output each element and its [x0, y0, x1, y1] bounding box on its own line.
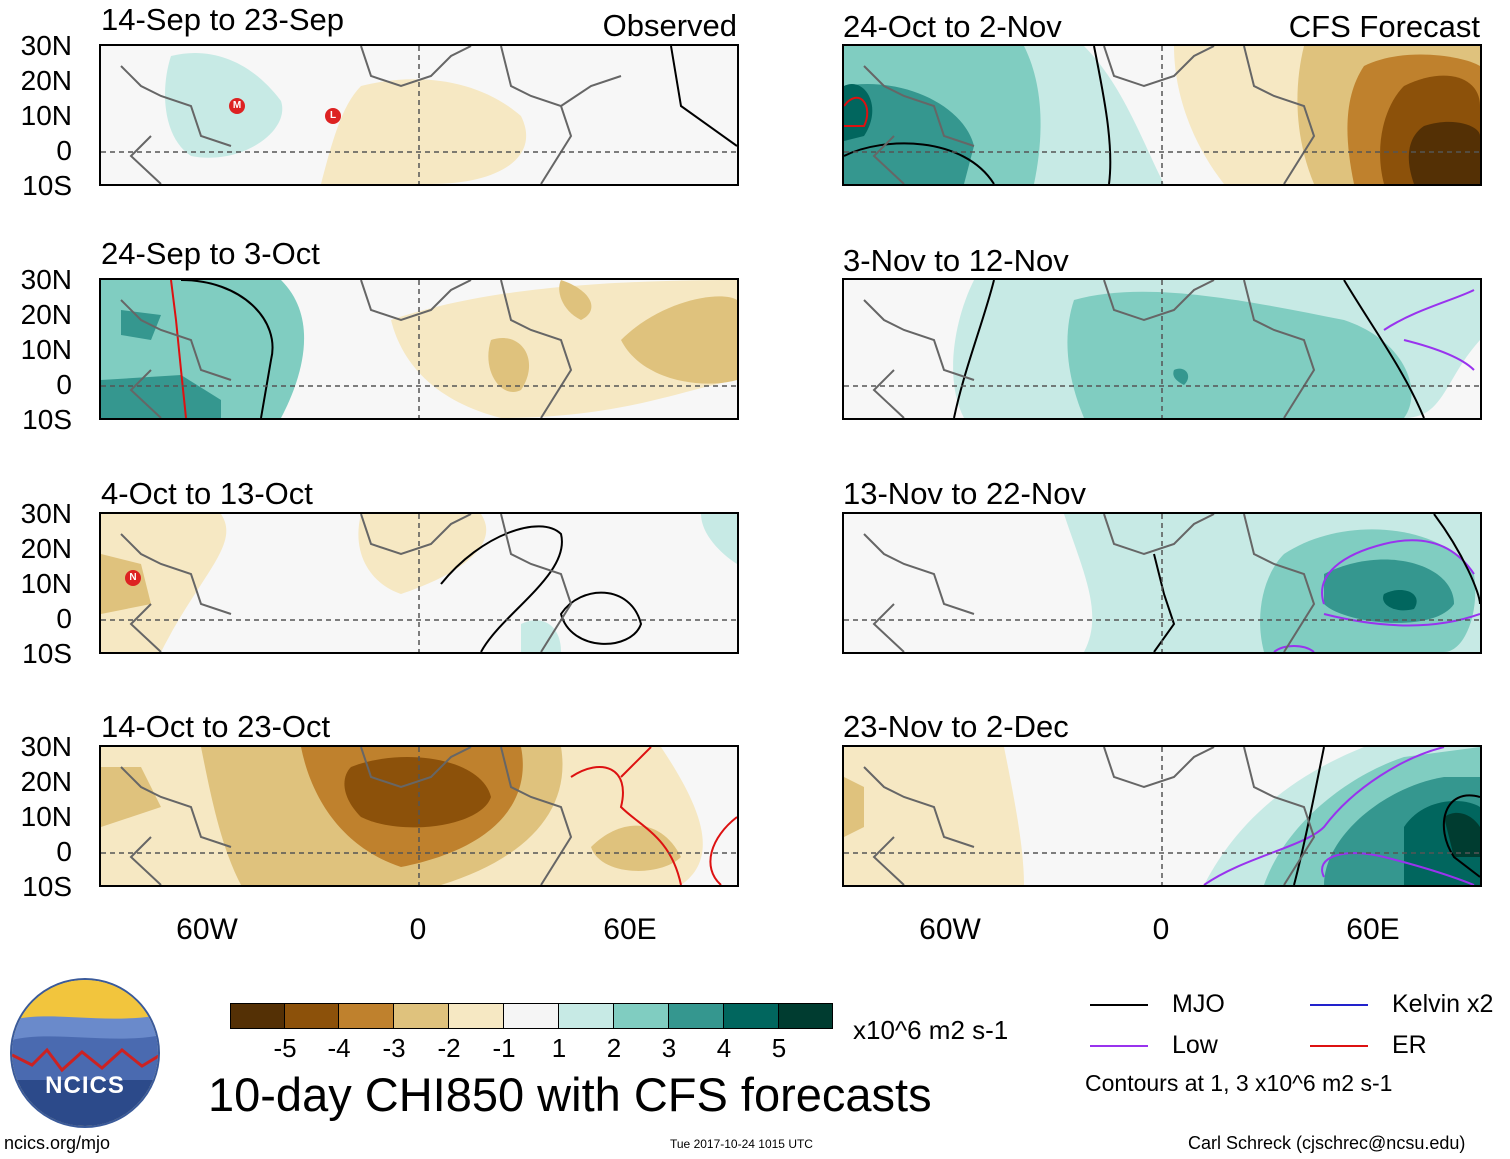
- colorbar-label: 2: [606, 1033, 622, 1063]
- lat-label: 10S: [22, 638, 72, 669]
- storm-marker-m: M: [229, 98, 245, 114]
- contours-note: Contours at 1, 3 x10^6 m2 s-1: [1085, 1070, 1393, 1096]
- colorbar-swatch: [778, 1003, 833, 1029]
- colorbar-label: 3: [661, 1033, 677, 1063]
- panel-title: 23-Nov to 2-Dec: [843, 709, 1069, 744]
- colorbar-swatch: [503, 1003, 559, 1029]
- ncics-logo: NCICS: [10, 978, 160, 1128]
- colorbar-swatch: [230, 1003, 285, 1029]
- legend-line-low: [1090, 1045, 1148, 1047]
- panel-title: 13-Nov to 22-Nov: [843, 476, 1086, 511]
- main-title: 10-day CHI850 with CFS forecasts: [208, 1068, 932, 1121]
- lat-label: 0: [56, 603, 72, 634]
- panel-tag-observed: Observed: [602, 8, 737, 43]
- lon-label: 60E: [1346, 913, 1400, 946]
- lat-label: 10S: [22, 170, 72, 201]
- lon-label: 60W: [176, 913, 238, 946]
- panel-title: 24-Sep to 3-Oct: [101, 236, 320, 271]
- lat-label: 0: [56, 836, 72, 867]
- map-panel-l0: M L: [99, 44, 739, 186]
- lat-label: 20N: [20, 766, 72, 797]
- lat-label: 10N: [20, 568, 72, 599]
- colorbar-units: x10^6 m2 s-1: [853, 1015, 1009, 1045]
- lat-label: 20N: [20, 65, 72, 96]
- lat-label: 20N: [20, 299, 72, 330]
- footer-url[interactable]: ncics.org/mjo: [4, 1133, 111, 1153]
- map-panel-r3: [842, 745, 1482, 887]
- map-panel-r1: [842, 278, 1482, 420]
- colorbar-swatch: [723, 1003, 779, 1029]
- colorbar-swatch: [338, 1003, 394, 1029]
- colorbar-label: -2: [437, 1033, 461, 1063]
- lat-label: 20N: [20, 533, 72, 564]
- lon-label: 60E: [603, 913, 657, 946]
- lon-label: 60W: [919, 913, 981, 946]
- storm-marker-l: L: [325, 108, 341, 124]
- colorbar-label: 4: [716, 1033, 732, 1063]
- legend-line-er: [1310, 1045, 1368, 1047]
- colorbar-swatch: [448, 1003, 504, 1029]
- colorbar-label: -3: [382, 1033, 406, 1063]
- footer-author: Carl Schreck (cjschrec@ncsu.edu): [1188, 1133, 1466, 1153]
- panel-tag-cfs-forecast: CFS Forecast: [1288, 9, 1480, 44]
- logo-text: NCICS: [45, 1072, 125, 1099]
- legend-label-kelvin: Kelvin x2: [1392, 990, 1494, 1018]
- map-panel-l3: [99, 745, 739, 887]
- map-panel-l1: [99, 278, 739, 420]
- lat-label: 10N: [20, 100, 72, 131]
- lat-label: 0: [56, 369, 72, 400]
- lat-label: 10S: [22, 871, 72, 902]
- lon-label: 0: [409, 913, 427, 946]
- lon-label: 0: [1152, 913, 1170, 946]
- lat-label: 30N: [20, 731, 72, 762]
- lat-label: 10S: [22, 404, 72, 435]
- colorbar-label: -4: [327, 1033, 351, 1063]
- map-panel-r0: [842, 44, 1482, 186]
- lat-label: 30N: [20, 30, 72, 61]
- panel-title: 24-Oct to 2-Nov: [843, 9, 1062, 44]
- legend-label-er: ER: [1392, 1031, 1427, 1059]
- panel-title: 14-Oct to 23-Oct: [101, 709, 331, 744]
- panel-title: 4-Oct to 13-Oct: [101, 476, 313, 511]
- map-panel-r2: [842, 512, 1482, 654]
- colorbar-label: -1: [492, 1033, 516, 1063]
- lat-label: 30N: [20, 498, 72, 529]
- colorbar-label: 5: [771, 1033, 787, 1063]
- colorbar-label: 1: [551, 1033, 567, 1063]
- storm-marker-n: N: [125, 570, 141, 586]
- colorbar-swatch: [668, 1003, 724, 1029]
- colorbar-swatch: [284, 1003, 339, 1029]
- map-panel-l2: N: [99, 512, 739, 654]
- lat-label: 30N: [20, 264, 72, 295]
- panel-title: 14-Sep to 23-Sep: [101, 2, 345, 37]
- legend-label-low: Low: [1172, 1031, 1218, 1059]
- legend-line-mjo: [1090, 1004, 1148, 1006]
- lat-label: 0: [56, 135, 72, 166]
- colorbar-swatch: [393, 1003, 449, 1029]
- lat-label: 10N: [20, 801, 72, 832]
- legend-line-kelvin: [1310, 1004, 1368, 1006]
- colorbar-swatch: [613, 1003, 669, 1029]
- colorbar-label: -5: [273, 1033, 297, 1063]
- colorbar-swatch: [558, 1003, 614, 1029]
- lat-label: 10N: [20, 334, 72, 365]
- legend-label-mjo: MJO: [1172, 990, 1225, 1018]
- panel-title: 3-Nov to 12-Nov: [843, 243, 1069, 278]
- footer-timestamp: Tue 2017-10-24 1015 UTC: [670, 1137, 813, 1151]
